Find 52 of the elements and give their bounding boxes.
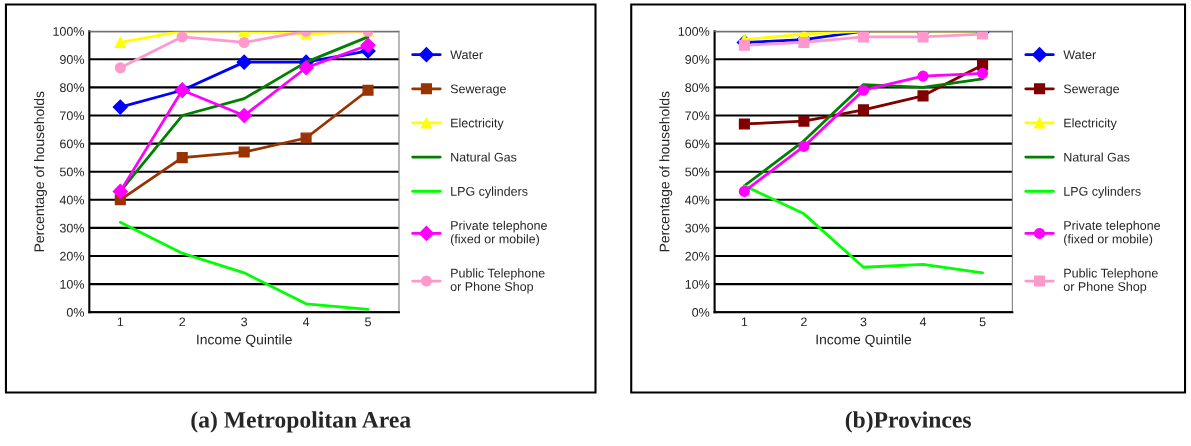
x-tick-label: 2 [801, 317, 807, 327]
text: (a) Metropolitan Area [191, 411, 411, 433]
legend-label: Public Telephone or Phone Shop [1063, 268, 1158, 294]
legend-label: Water [1063, 50, 1096, 60]
y-tick-label: 10% [685, 279, 710, 289]
legend-label: Natural Gas [451, 152, 517, 162]
legend-label: Natural Gas [1064, 152, 1130, 162]
y-tick-label: 40% [685, 195, 710, 205]
legend-label: Water [450, 50, 483, 60]
legend-label: Electricity [1064, 118, 1117, 130]
legend-label: Sewerage [450, 84, 506, 96]
x-tick-label: 5 [365, 317, 371, 327]
y-tick-label: 30% [685, 223, 710, 233]
legend-label: LPG cylinders [451, 186, 528, 199]
legend-label: Electricity [451, 118, 504, 130]
y-tick-label: 60% [685, 139, 710, 149]
y-axis-title: Percentage of households [33, 91, 47, 252]
y-tick-label: 70% [60, 111, 85, 121]
y-tick-label: 60% [60, 139, 85, 149]
y-tick-label: 70% [685, 111, 710, 121]
x-tick-label: 1 [741, 317, 748, 327]
y-tick-label: 20% [685, 251, 710, 261]
y-tick-label: 100% [678, 27, 710, 36]
y-tick-label: 90% [685, 55, 710, 64]
x-tick-label: 5 [979, 317, 986, 327]
legend-label: Private telephone (fixed or mobile) [1064, 220, 1161, 246]
y-tick-label: 100% [53, 27, 85, 36]
y-tick-label: 40% [59, 195, 85, 205]
y-tick-label: 80% [59, 83, 85, 93]
y-tick-label: 50% [59, 167, 85, 177]
x-tick-label: 3 [860, 317, 867, 327]
legend-label: Private telephone (fixed or mobile) [450, 220, 547, 246]
y-tick-label: 50% [685, 167, 710, 177]
x-axis-title: Income Quintile [816, 334, 912, 347]
x-tick-label: 3 [241, 317, 248, 327]
text: (b)Provinces [845, 411, 971, 433]
x-tick-label: 2 [179, 317, 186, 327]
y-tick-label: 80% [685, 83, 710, 93]
x-axis-title: Income Quintile [197, 334, 292, 347]
y-tick-label: 30% [59, 223, 85, 233]
y-tick-label: 20% [60, 251, 85, 261]
legend-label: Sewerage [1063, 84, 1120, 96]
y-axis-title: Percentage of households [659, 91, 673, 252]
y-tick-label: 90% [60, 55, 85, 64]
y-tick-label: 0% [66, 308, 85, 317]
x-tick-label: 4 [919, 317, 927, 327]
legend-label: LPG cylinders [1064, 186, 1141, 199]
legend-label: Public Telephone or Phone Shop [450, 268, 545, 294]
y-tick-label: 0% [692, 308, 710, 317]
x-tick-label: 1 [117, 317, 124, 327]
y-tick-label: 10% [60, 279, 85, 289]
x-tick-label: 4 [302, 317, 310, 327]
